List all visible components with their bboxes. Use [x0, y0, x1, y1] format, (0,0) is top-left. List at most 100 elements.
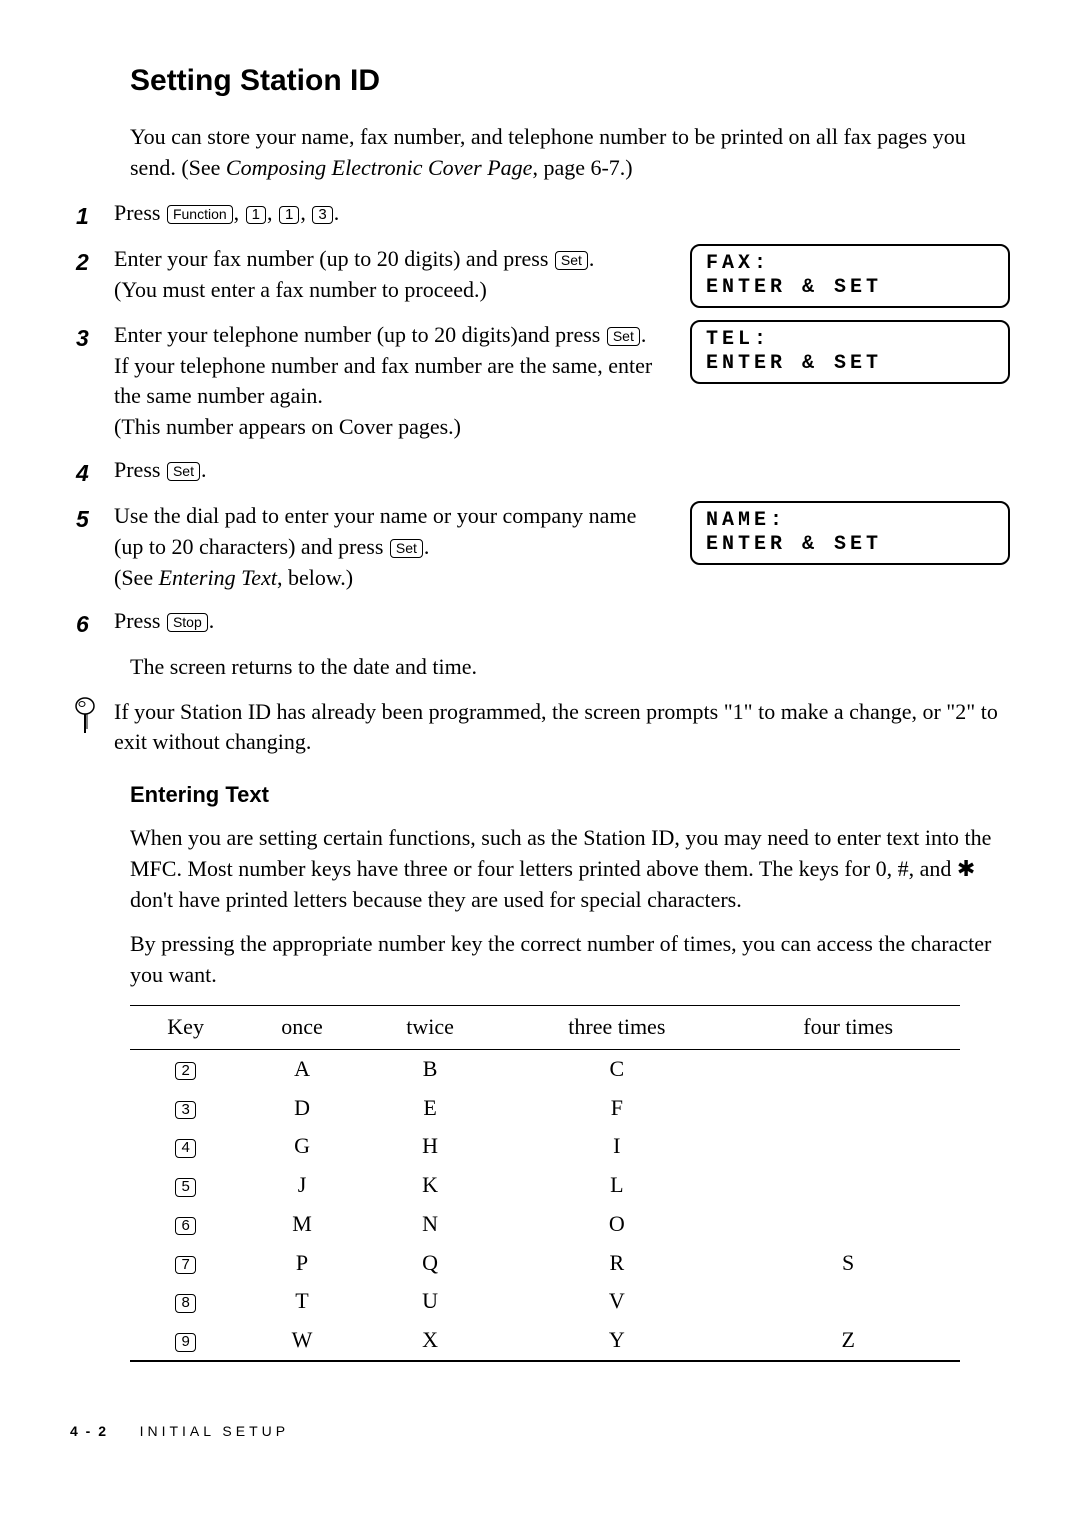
step-4: 4 Press Set. [70, 455, 1010, 489]
intro-text-b: , page 6-7.) [532, 155, 632, 180]
intro-em: Composing Electronic Cover Page [226, 155, 533, 180]
star-symbol: ✱ [957, 856, 975, 881]
step-6-text: Press Stop. [114, 606, 1010, 637]
step-5: 5 Use the dial pad to enter your name or… [70, 501, 1010, 593]
dialpad-key: 2 [175, 1062, 195, 1081]
table-cell: W [241, 1321, 363, 1361]
lcd-display-tel: TEL:ENTER & SET [690, 320, 1010, 384]
table-cell: I [497, 1127, 736, 1166]
table-cell: E [363, 1089, 498, 1128]
table-header-row: Key once twice three times four times [130, 1005, 960, 1049]
col-twice: twice [363, 1005, 498, 1049]
table-cell: F [497, 1089, 736, 1128]
table-cell: G [241, 1127, 363, 1166]
table-cell: H [363, 1127, 498, 1166]
table-row: 6MNO [130, 1205, 960, 1244]
step-1-text: Press Function, 1, 1, 3. [114, 198, 1010, 229]
table-row: 7 PQRS [130, 1244, 960, 1283]
set-key: Set [555, 251, 588, 270]
step-number: 6 [70, 606, 114, 640]
step-4-text: Press Set. [114, 455, 1010, 486]
table-cell-key: 6 [130, 1205, 241, 1244]
table-cell: C [497, 1049, 736, 1088]
table-body: 2ABC3DEF4GHI5JKL6MNO7PQRS8TUV9WXYZ [130, 1049, 960, 1361]
entering-text-para1: When you are setting certain functions, … [130, 823, 1010, 915]
dialpad-key: 4 [175, 1139, 195, 1158]
table-cell [736, 1205, 960, 1244]
table-cell-key: 3 [130, 1089, 241, 1128]
table-row: 5 JKL [130, 1166, 960, 1205]
col-four: four times [736, 1005, 960, 1049]
step-number: 3 [70, 320, 114, 354]
dialpad-key: 5 [175, 1178, 195, 1197]
table-cell: V [497, 1282, 736, 1321]
table-cell: S [736, 1244, 960, 1283]
pushpin-icon [70, 697, 114, 744]
footer-section: INITIAL SETUP [140, 1423, 290, 1439]
table-cell [736, 1166, 960, 1205]
character-table: Key once twice three times four times 2 A… [130, 1005, 960, 1362]
step-number: 1 [70, 198, 114, 232]
table-cell [736, 1089, 960, 1128]
lcd-display-fax: FAX:ENTER & SET [690, 244, 1010, 308]
col-three: three times [497, 1005, 736, 1049]
stop-key: Stop [167, 613, 208, 632]
table-cell [736, 1127, 960, 1166]
table-cell: D [241, 1089, 363, 1128]
table-cell [736, 1049, 960, 1088]
table-row: 2 ABC [130, 1049, 960, 1088]
step-2: 2 Enter your fax number (up to 20 digits… [70, 244, 1010, 308]
table-cell: X [363, 1321, 498, 1361]
table-cell: L [497, 1166, 736, 1205]
page-footer: 4 - 2 INITIAL SETUP [70, 1422, 1010, 1442]
entering-text-para2: By pressing the appropriate number key t… [130, 929, 1010, 991]
table-cell-key: 5 [130, 1166, 241, 1205]
table-cell: Y [497, 1321, 736, 1361]
table-cell: J [241, 1166, 363, 1205]
table-cell: Z [736, 1321, 960, 1361]
dialpad-key: 7 [175, 1256, 195, 1275]
step-3: 3 Enter your telephone number (up to 20 … [70, 320, 1010, 443]
table-cell: T [241, 1282, 363, 1321]
note-block: If your Station ID has already been prog… [70, 697, 1010, 759]
table-row: 8TUV [130, 1282, 960, 1321]
table-cell: A [241, 1049, 363, 1088]
col-key: Key [130, 1005, 241, 1049]
note-text: If your Station ID has already been prog… [114, 697, 1010, 759]
step-2-text: Enter your fax number (up to 20 digits) … [114, 244, 660, 306]
table-cell: K [363, 1166, 498, 1205]
set-key: Set [390, 539, 423, 558]
table-cell: Q [363, 1244, 498, 1283]
key-3: 3 [312, 206, 332, 225]
step-6: 6 Press Stop. [70, 606, 1010, 640]
step-number: 2 [70, 244, 114, 278]
step-3-text: Enter your telephone number (up to 20 di… [114, 320, 660, 443]
dialpad-key: 3 [175, 1101, 195, 1120]
step-5-text: Use the dial pad to enter your name or y… [114, 501, 660, 593]
table-cell [736, 1282, 960, 1321]
subheading-entering-text: Entering Text [130, 780, 1010, 811]
step-1: 1 Press Function, 1, 1, 3. [70, 198, 1010, 232]
table-cell: N [363, 1205, 498, 1244]
table-row: 9 WXYZ [130, 1321, 960, 1361]
step-number: 5 [70, 501, 114, 535]
table-cell-key: 4 [130, 1127, 241, 1166]
step-number: 4 [70, 455, 114, 489]
table-cell: M [241, 1205, 363, 1244]
dialpad-key: 6 [175, 1217, 195, 1236]
after-steps-text: The screen returns to the date and time. [130, 652, 1010, 683]
key-1: 1 [246, 206, 266, 225]
table-cell-key: 9 [130, 1321, 241, 1361]
intro-paragraph: You can store your name, fax number, and… [130, 122, 1010, 184]
table-cell: U [363, 1282, 498, 1321]
dialpad-key: 9 [175, 1333, 195, 1352]
lcd-display-name: NAME:ENTER & SET [690, 501, 1010, 565]
col-once: once [241, 1005, 363, 1049]
table-row: 4 GHI [130, 1127, 960, 1166]
key-1: 1 [279, 206, 299, 225]
table-cell: R [497, 1244, 736, 1283]
page-heading: Setting Station ID [130, 60, 1010, 102]
table-cell: B [363, 1049, 498, 1088]
table-cell: P [241, 1244, 363, 1283]
table-row: 3 DEF [130, 1089, 960, 1128]
